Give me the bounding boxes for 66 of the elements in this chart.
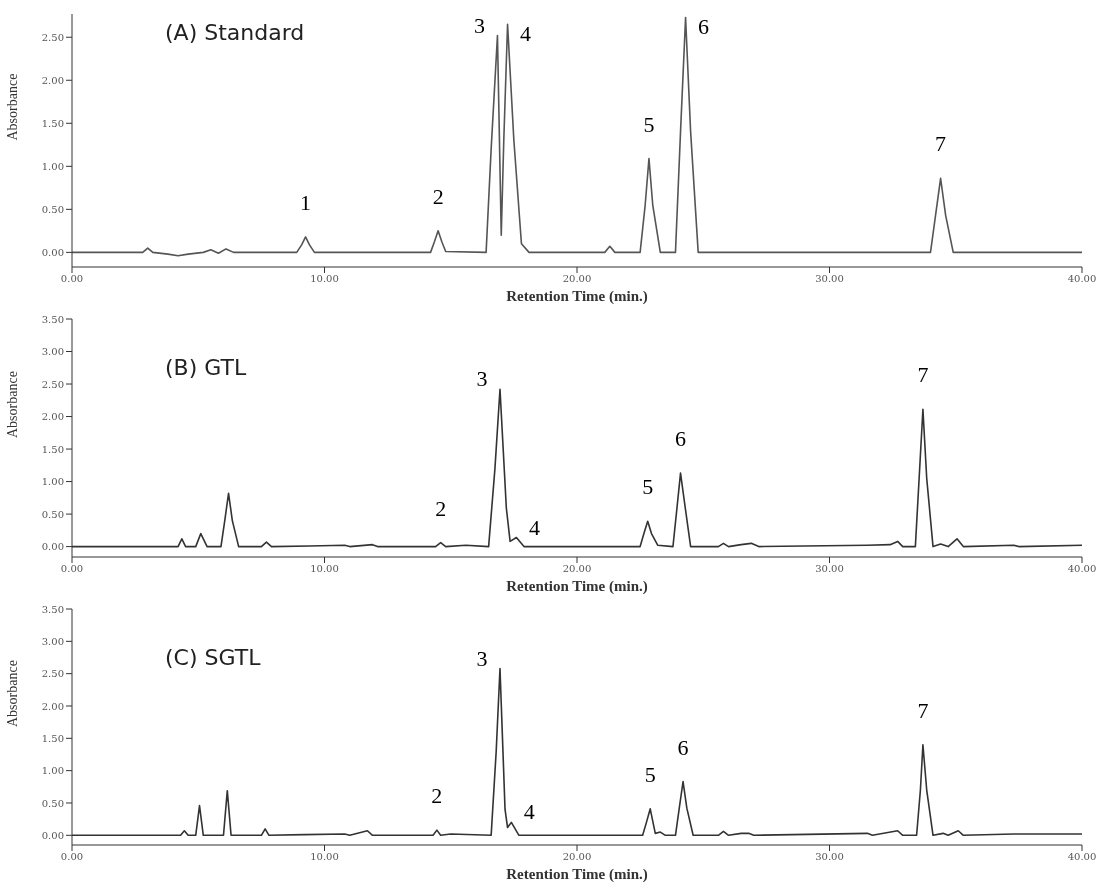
x-tick-label: 30.00 [815,563,844,575]
annotation: 7 [917,697,929,723]
annotation: 3 [476,366,488,392]
x-tick-label: 10.00 [310,851,339,863]
y-tick-label: 2.00 [41,411,64,423]
x-tick-label: 0.00 [60,273,84,285]
annotation: 4 [528,514,540,540]
y-tick-label: 3.50 [41,603,64,615]
x-tick-label: 10.00 [310,563,339,575]
x-tick-label: 20.00 [562,273,592,285]
y-tick-label: 3.00 [41,346,64,358]
x-axis-title: Retention Time (min.) [506,288,648,305]
text: (B) GTL [165,355,247,380]
y-axis-title: Absorbance [4,660,20,727]
y-axis-title: Absorbance [4,371,20,438]
y-tick-label: 1.50 [41,732,64,744]
y-tick-label: 3.00 [41,635,64,647]
chart-title: (A) Standard [165,20,305,45]
y-tick-label: 1.50 [41,443,64,455]
y-tick-label: 0.00 [41,829,64,841]
annotation: 6 [675,426,687,452]
y-tick-label: 2.50 [41,378,64,390]
x-tick-label: 30.00 [815,851,844,863]
x-tick-label: 30.00 [815,273,844,285]
y-tick-label: 1.00 [41,160,64,172]
x-tick-label: 40.00 [1067,563,1097,575]
y-tick-label: 0.50 [41,797,64,809]
annotation: 1 [300,189,312,215]
x-axis-title: Retention Time (min.) [506,866,648,883]
annotation: 5 [643,111,655,137]
x-tick-label: 40.00 [1067,851,1097,863]
y-tick-label: 0.50 [41,203,64,215]
x-axis-title: Retention Time (min.) [506,578,648,595]
y-tick-label: 0.00 [41,246,64,258]
y-tick-label: 1.00 [41,765,64,777]
annotation: 3 [473,12,485,38]
annotation: 2 [431,783,443,809]
y-tick-label: 2.50 [41,31,64,43]
annotation: 7 [935,131,947,157]
annotation: 5 [642,474,654,500]
annotation: 2 [435,495,447,521]
annotation: 6 [698,14,710,40]
y-tick-label: 0.50 [41,508,64,520]
annotation: 7 [917,362,929,388]
x-tick-label: 10.00 [310,273,339,285]
annotation: 5 [644,761,656,787]
line-series [72,16,1082,257]
y-tick-label: 0.00 [41,541,64,553]
annotation: 6 [677,734,689,760]
x-tick-label: 20.00 [562,563,592,575]
annotation: 2 [432,183,444,209]
y-tick-label: 1.50 [41,117,64,129]
annotation: 4 [520,21,532,47]
text: (C) SGTL [165,645,261,670]
y-tick-label: 3.50 [41,313,64,325]
x-tick-label: 40.00 [1067,273,1097,285]
x-tick-label: 0.00 [60,851,84,863]
y-tick-label: 2.50 [41,668,64,680]
y-axis-title: Absorbance [4,73,20,141]
y-tick-label: 1.00 [41,476,64,488]
annotation: 3 [476,645,488,671]
annotation: 4 [523,799,535,825]
y-tick-label: 2.00 [41,700,64,712]
x-tick-label: 20.00 [562,851,592,863]
x-tick-label: 0.00 [60,563,84,575]
y-tick-label: 2.00 [41,74,64,86]
